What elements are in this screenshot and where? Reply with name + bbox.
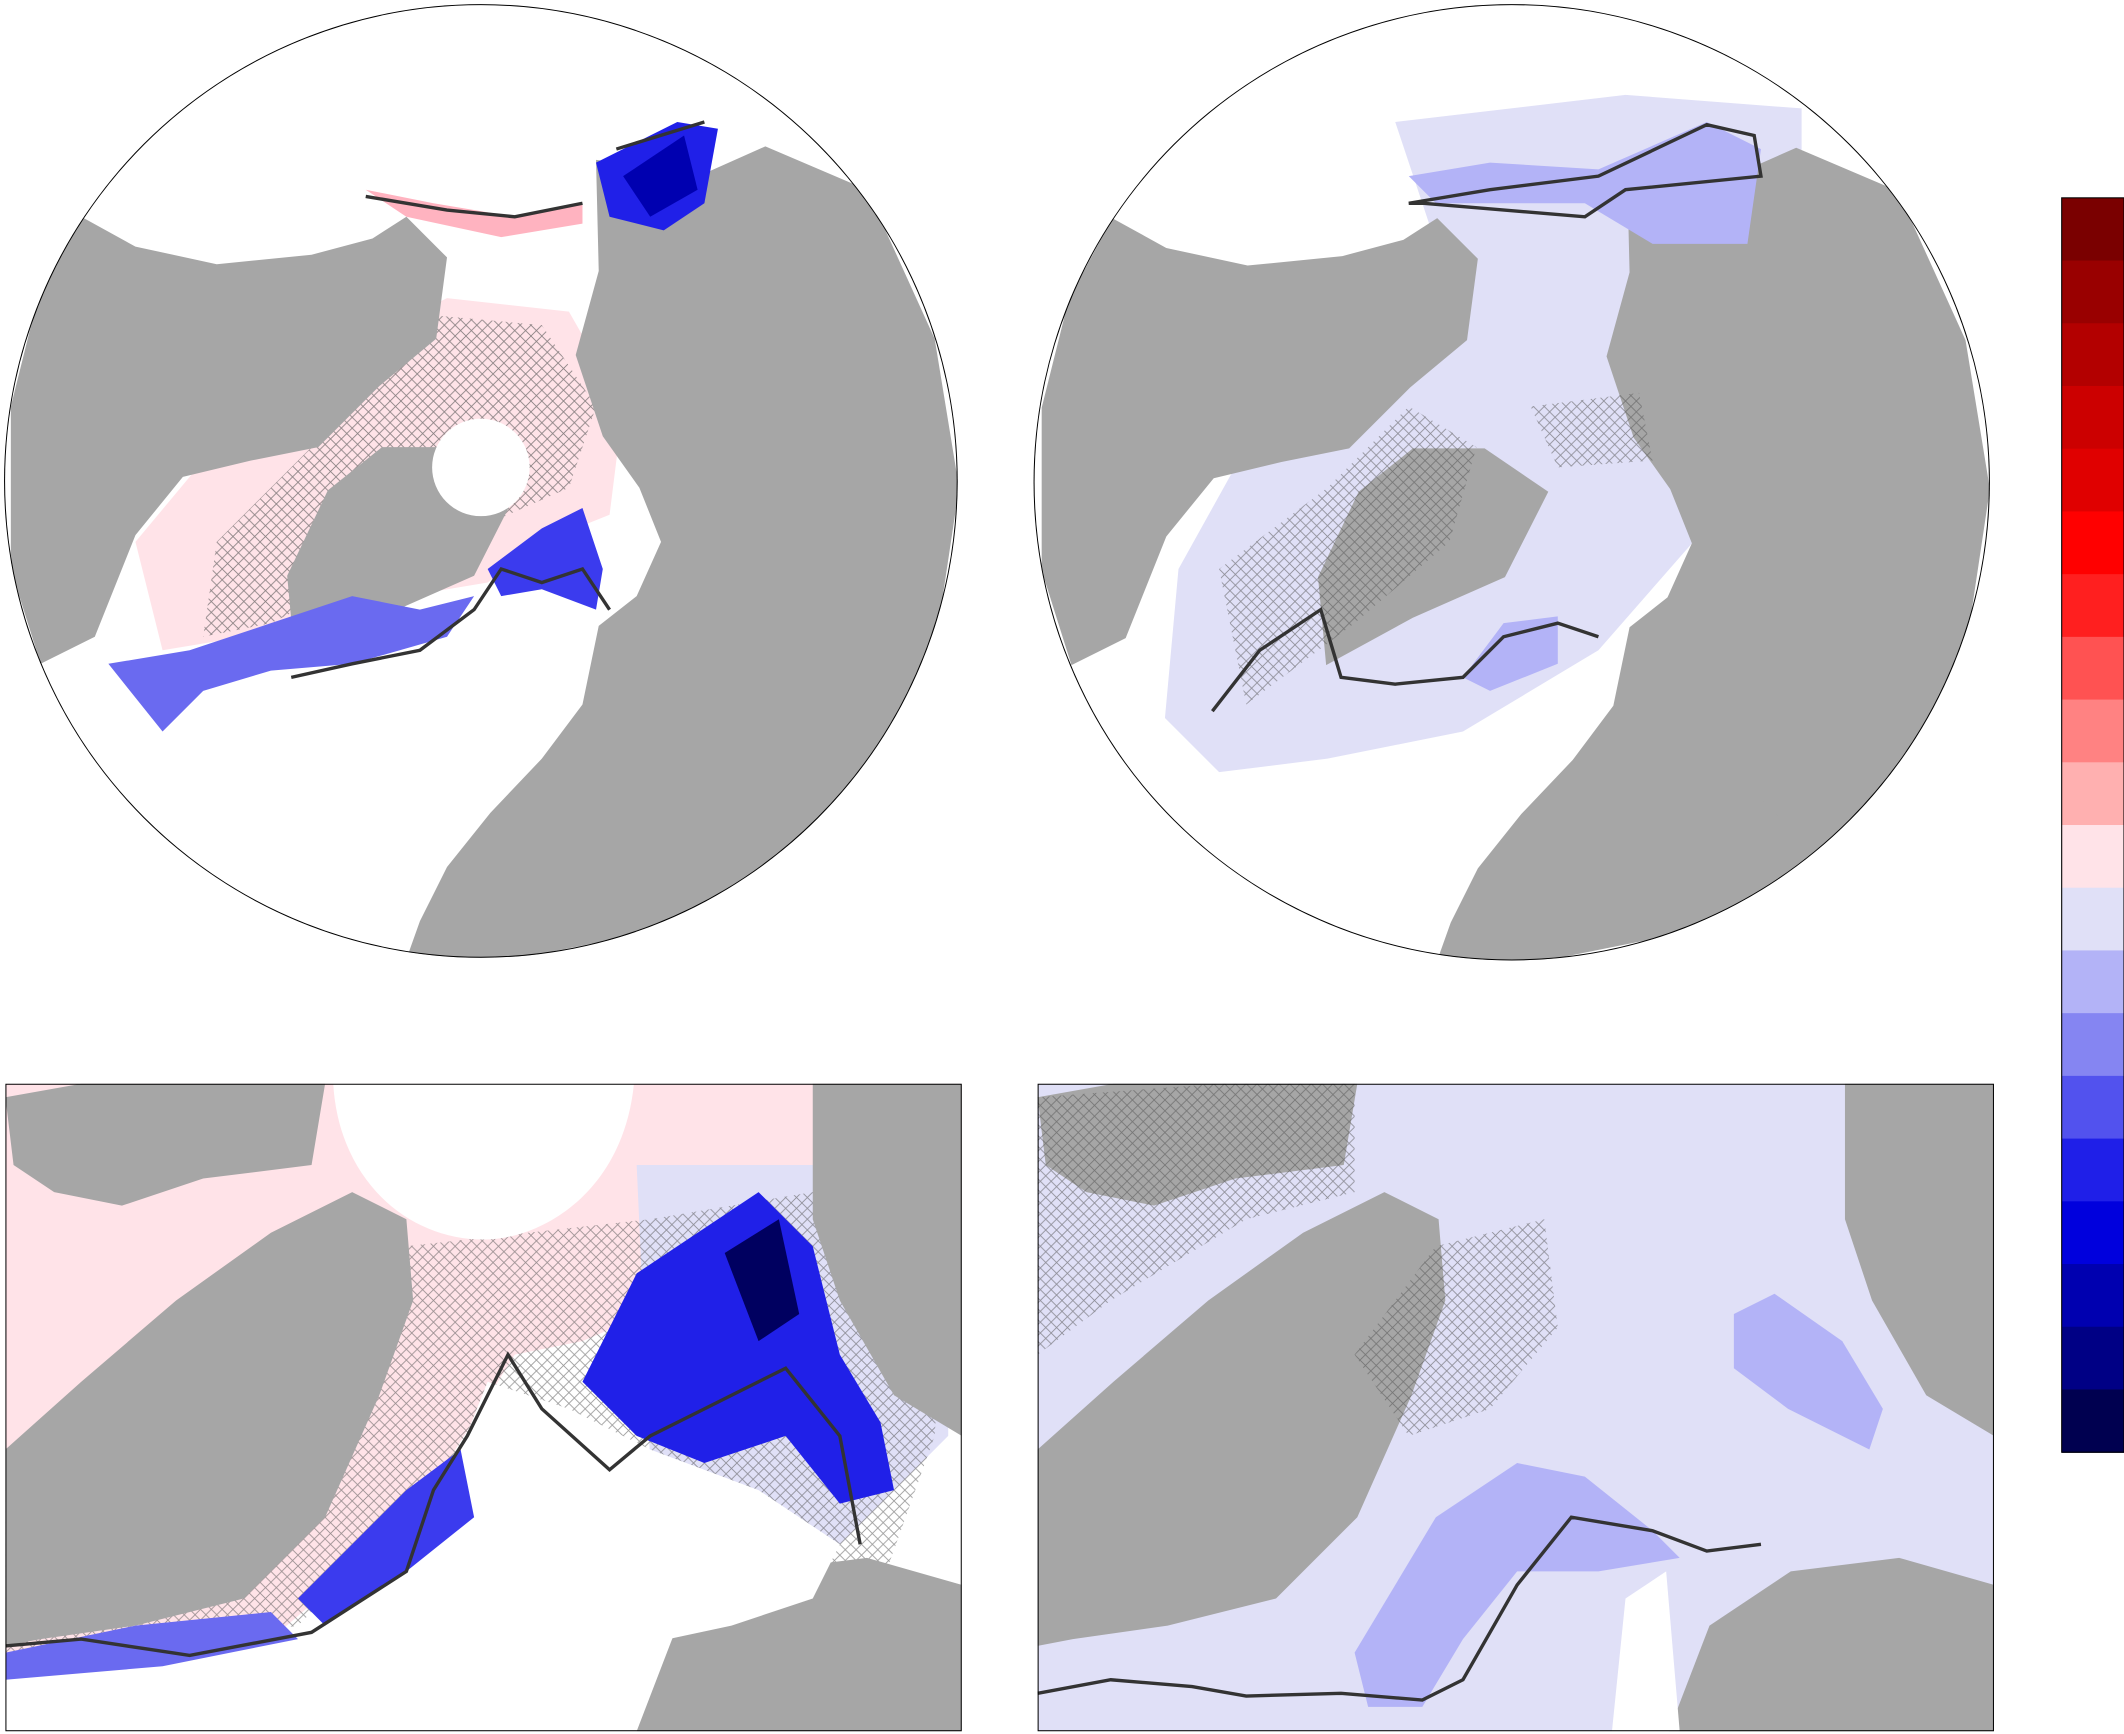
colorbar-swatch <box>2061 1075 2124 1140</box>
colorbar-swatch <box>2061 323 2124 387</box>
colorbar-swatch <box>2061 260 2124 324</box>
colorbar-swatch <box>2061 1326 2124 1391</box>
colorbar-swatch <box>2061 950 2124 1014</box>
colorbar-swatch <box>2061 197 2124 262</box>
colorbar-swatch <box>2061 825 2124 889</box>
map-bottom-left <box>5 1083 962 1732</box>
colorbar-swatch <box>2061 1389 2124 1453</box>
map-top-left <box>4 4 958 958</box>
colorbar-swatch <box>2061 574 2124 638</box>
map-top-right <box>1033 4 1990 961</box>
map-bottom-right <box>1037 1083 1994 1732</box>
colorbar-swatch <box>2061 636 2124 701</box>
colorbar-swatch <box>2061 385 2124 450</box>
colorbar-swatch <box>2061 448 2124 513</box>
colorbar-swatch <box>2061 1138 2124 1202</box>
colorbar <box>2061 197 2124 1453</box>
colorbar-swatch <box>2061 887 2124 952</box>
colorbar-swatch <box>2061 1013 2124 1077</box>
colorbar-swatch <box>2061 1201 2124 1265</box>
colorbar-frame <box>2061 197 2124 1453</box>
colorbar-swatch <box>2061 511 2124 575</box>
colorbar-swatch <box>2061 762 2124 826</box>
colorbar-swatch <box>2061 699 2124 763</box>
colorbar-swatch <box>2061 1264 2124 1328</box>
